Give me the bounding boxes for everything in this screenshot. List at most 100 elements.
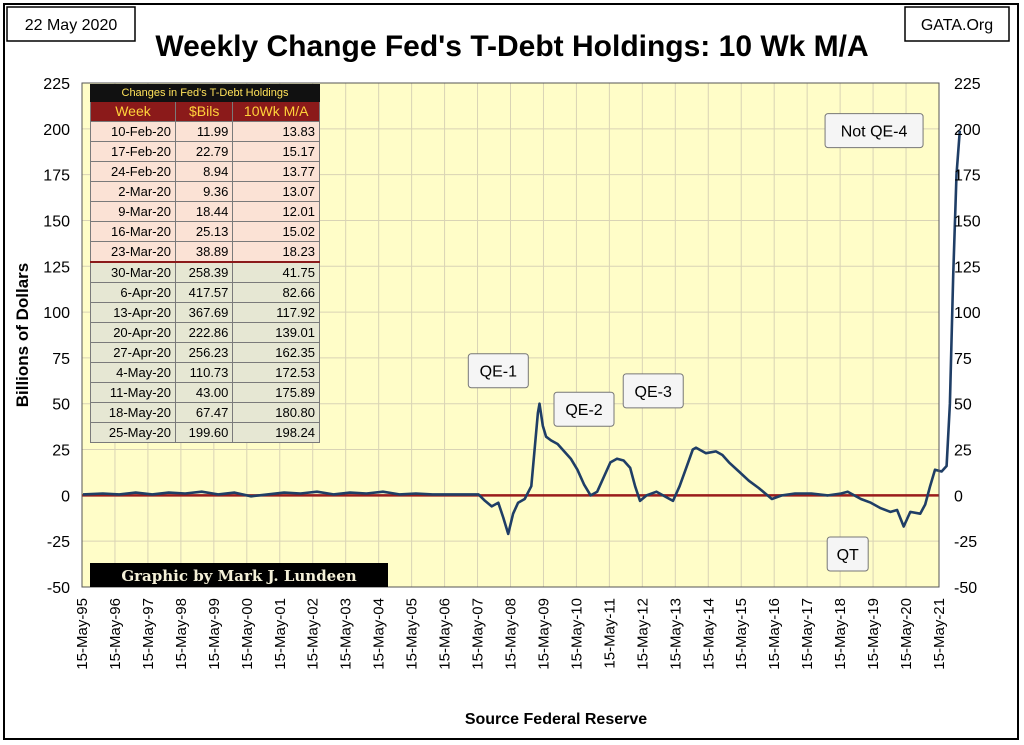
x-tick-label: 15-May-00: [239, 598, 256, 670]
bils-cell: 11.99: [174, 121, 234, 142]
table-row: 16-Mar-20 25.13 15.02: [90, 221, 320, 242]
y-tick-label-right: 125: [954, 259, 981, 276]
bils-cell: 258.39: [174, 261, 234, 283]
bils-cell: 110.73: [174, 362, 234, 383]
week-cell: 24-Feb-20: [90, 161, 176, 182]
y-tick-label-left: 200: [43, 122, 70, 139]
ma-cell: 13.77: [232, 161, 320, 182]
x-tick-label: 15-May-99: [206, 598, 223, 670]
table-title: Changes in Fed's T-Debt Holdings: [90, 84, 320, 102]
x-tick-label: 15-May-95: [74, 598, 91, 670]
x-tick-label: 15-May-09: [535, 598, 552, 670]
x-tick-label: 15-May-04: [371, 598, 388, 670]
x-axis: 15-May-95 15-May-96 15-May-97 15-May-98 15-M…: [74, 598, 948, 670]
table-row: 25-May-20 199.60 198.24: [90, 422, 320, 443]
y-tick-label-left: 125: [43, 259, 70, 276]
y-tick-label-left: 225: [43, 76, 70, 93]
y-tick-label-right: -25: [954, 534, 977, 551]
ma-cell: 41.75: [232, 261, 320, 283]
bils-cell: 25.13: [174, 221, 234, 242]
y-tick-label-right: 100: [954, 305, 981, 322]
ma-cell: 13.83: [232, 121, 320, 142]
x-tick-label: 15-May-98: [173, 598, 190, 670]
ma-cell: 162.35: [232, 342, 320, 363]
y-tick-label-left: 0: [61, 488, 70, 505]
y-tick-label-right: 75: [954, 351, 972, 368]
y-tick-label-right: 225: [954, 76, 981, 93]
table-row: 24-Feb-20 8.94 13.77: [90, 161, 320, 182]
week-cell: 27-Apr-20: [90, 342, 176, 363]
x-tick-label: 15-May-17: [799, 598, 816, 670]
x-axis-label: Source Federal Reserve: [465, 711, 647, 728]
ma-cell: 13.07: [232, 181, 320, 202]
x-tick-label: 15-May-10: [568, 598, 585, 670]
bils-cell: 256.23: [174, 342, 234, 363]
table-header-bils: $Bils: [174, 101, 234, 122]
y-tick-label-right: 175: [954, 168, 981, 185]
bils-cell: 43.00: [174, 382, 234, 403]
table-row: 20-Apr-20 222.86 139.01: [90, 322, 320, 343]
holdings-table: Changes in Fed's T-Debt Holdings Week $B…: [90, 84, 320, 443]
series-line: [82, 130, 962, 536]
bils-cell: 8.94: [174, 161, 234, 182]
week-cell: 18-May-20: [90, 402, 176, 423]
x-tick-label: 15-May-20: [898, 598, 915, 670]
annotation-box: [622, 373, 684, 409]
y-tick-label-left: 150: [43, 213, 70, 230]
table-row: 27-Apr-20 256.23 162.35: [90, 342, 320, 363]
y-tick-label-left: 100: [43, 305, 70, 322]
chart-title: Weekly Change Fed's T-Debt Holdings: 10 …: [155, 30, 868, 63]
bils-cell: 38.89: [174, 241, 234, 263]
annotation-box: [467, 353, 529, 389]
bils-cell: 199.60: [174, 422, 234, 443]
y-axis-right: 225 200 175 150 125 100 75 50 25 0 -25 -50: [954, 76, 981, 597]
x-tick-label: 15-May-03: [338, 598, 355, 670]
table-row: 10-Feb-20 11.99 13.83: [90, 121, 320, 142]
x-tick-label: 15-May-15: [733, 598, 750, 670]
x-tick-label: 15-May-18: [832, 598, 849, 670]
x-tick-label: 15-May-06: [437, 598, 454, 670]
x-tick-label: 15-May-19: [865, 598, 882, 670]
annotation-label: QE-1: [480, 364, 517, 381]
table-row: 11-May-20 43.00 175.89: [90, 382, 320, 403]
annotation-label: QE-2: [565, 402, 602, 419]
ma-cell: 139.01: [232, 322, 320, 343]
week-cell: 13-Apr-20: [90, 302, 176, 323]
source-box: [904, 6, 1010, 42]
date-label: 22 May 2020: [25, 17, 118, 34]
x-tick-label: 15-May-13: [667, 598, 684, 670]
ma-cell: 15.17: [232, 141, 320, 162]
ma-cell: 180.80: [232, 402, 320, 423]
annotation-label: QE-3: [635, 384, 672, 401]
table-row: 17-Feb-20 22.79 15.17: [90, 141, 320, 162]
x-tick-label: 15-May-05: [404, 598, 421, 670]
x-tick-label: 15-May-11: [601, 598, 618, 669]
ma-cell: 198.24: [232, 422, 320, 443]
week-cell: 23-Mar-20: [90, 241, 176, 263]
week-cell: 4-May-20: [90, 362, 176, 383]
x-tick-label: 15-May-02: [305, 598, 322, 670]
ma-cell: 175.89: [232, 382, 320, 403]
x-tick-label: 15-May-96: [107, 598, 124, 670]
annotation-box: [553, 391, 615, 427]
date-box: [6, 6, 136, 42]
week-cell: 10-Feb-20: [90, 121, 176, 142]
table-row: 9-Mar-20 18.44 12.01: [90, 201, 320, 222]
plot-border: [81, 82, 940, 588]
credit-label: Graphic by Mark J. Lundeen: [121, 567, 356, 585]
y-tick-label-left: -50: [47, 580, 70, 597]
x-tick-label: 15-May-14: [700, 598, 717, 670]
y-tick-label-left: -25: [47, 534, 70, 551]
ma-cell: 12.01: [232, 201, 320, 222]
y-axis-left: 225 200 175 150 125 100 75 50 25 0 -25 -50: [43, 76, 70, 597]
annotation-label: QT: [837, 547, 859, 564]
y-tick-label-left: 75: [52, 351, 70, 368]
x-tick-label: 15-May-97: [140, 598, 157, 670]
bils-cell: 18.44: [174, 201, 234, 222]
week-cell: 17-Feb-20: [90, 141, 176, 162]
ma-cell: 117.92: [232, 302, 320, 323]
week-cell: 6-Apr-20: [90, 282, 176, 303]
x-tick-label: 15-May-01: [272, 598, 289, 670]
table-row: 23-Mar-20 38.89 18.23: [90, 241, 320, 263]
